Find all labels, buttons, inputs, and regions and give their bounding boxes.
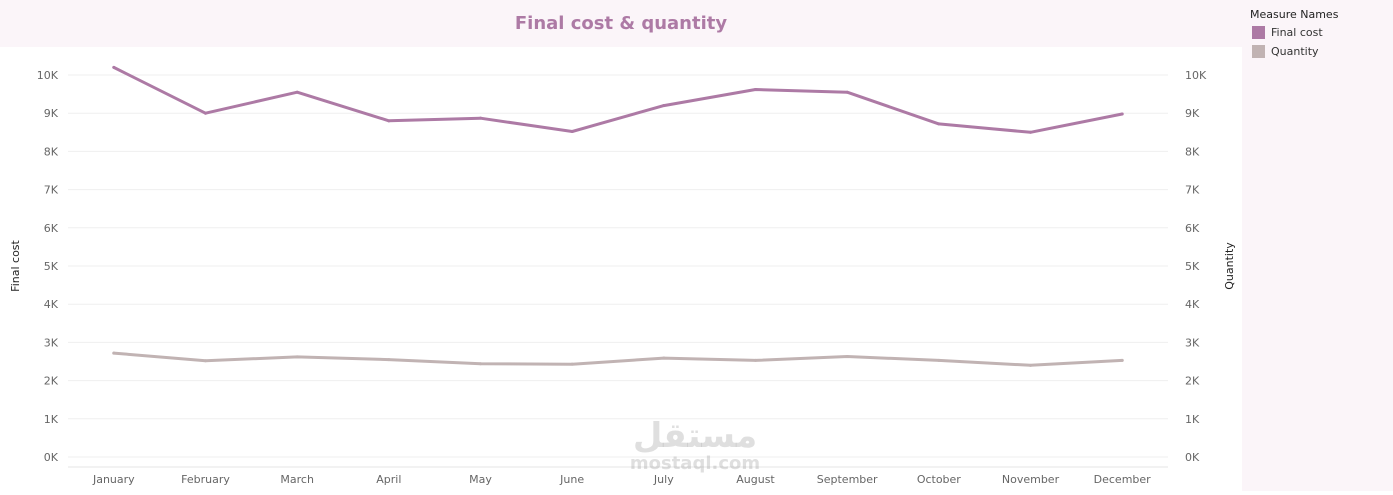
y-axis-title-left: Final cost	[9, 239, 22, 291]
data-point-quantity	[845, 355, 849, 359]
x-tick-label: August	[736, 473, 775, 486]
y-tick-label-right: 9K	[1185, 107, 1200, 120]
chart-area: 0K 0K 1K 1K 2K 2K 3K 3K 4K 4K 5K 5K 6K 6K 7K 7K 8K 8K 9K 9K…	[0, 47, 1242, 491]
series-line-quantity	[112, 351, 1124, 367]
legend-label-final-cost: Final cost	[1271, 26, 1323, 39]
y-tick-label-right: 6K	[1185, 222, 1200, 235]
y-tick-label-left: 0K	[44, 451, 59, 464]
data-point-final-cost	[204, 111, 207, 115]
data-point-quantity	[1120, 358, 1124, 362]
x-tick-label: December	[1094, 473, 1152, 486]
data-point-quantity	[479, 362, 482, 366]
x-tick-label: April	[376, 473, 401, 486]
y-tick-label-right: 5K	[1185, 260, 1200, 273]
y-tick-label-right: 4K	[1185, 298, 1200, 311]
data-point-final-cost	[1120, 112, 1124, 116]
y-tick-label-left: 2K	[44, 375, 59, 388]
y-tick-label-left: 7K	[44, 184, 59, 197]
y-tick-label-right: 10K	[1185, 69, 1207, 82]
legend-item-final-cost[interactable]: Final cost	[1252, 26, 1323, 39]
y-tick-label-right: 1K	[1185, 413, 1200, 426]
y-tick-label-right: 7K	[1185, 184, 1200, 197]
y-tick-label-left: 10K	[37, 69, 59, 82]
data-point-quantity	[754, 358, 757, 362]
legend-swatch-final-cost	[1252, 26, 1265, 39]
data-point-quantity	[112, 351, 116, 355]
data-point-final-cost	[479, 116, 482, 120]
legend-item-quantity[interactable]: Quantity	[1252, 45, 1319, 58]
data-point-final-cost	[295, 90, 299, 94]
y-axis-title-right: Quantity	[1223, 242, 1236, 290]
data-point-quantity	[295, 355, 299, 359]
title-bar: Final cost & quantity	[0, 0, 1242, 47]
y-tick-label-left: 8K	[44, 145, 59, 158]
data-point-final-cost	[937, 122, 941, 126]
legend-label-quantity: Quantity	[1271, 45, 1319, 58]
data-point-final-cost	[1029, 130, 1032, 134]
y-tick-label-right: 3K	[1185, 336, 1200, 349]
x-tick-label: February	[181, 473, 230, 486]
x-tick-label: July	[653, 473, 674, 486]
data-point-quantity	[662, 356, 666, 360]
y-tick-label-left: 3K	[44, 336, 59, 349]
data-point-quantity	[937, 358, 941, 362]
x-tick-label: October	[917, 473, 961, 486]
y-tick-label-left: 4K	[44, 298, 59, 311]
data-point-final-cost	[570, 130, 574, 134]
x-tick-label: June	[559, 473, 584, 486]
y-tick-label-left: 5K	[44, 260, 59, 273]
data-point-quantity	[1029, 363, 1032, 367]
data-point-quantity	[570, 362, 574, 366]
data-point-final-cost	[754, 88, 757, 92]
legend-title: Measure Names	[1250, 8, 1339, 21]
y-tick-label-left: 9K	[44, 107, 59, 120]
data-point-quantity	[204, 359, 207, 363]
legend-swatch-quantity	[1252, 45, 1265, 58]
y-tick-label-right: 8K	[1185, 145, 1200, 158]
line-chart: 0K 0K 1K 1K 2K 2K 3K 3K 4K 4K 5K 5K 6K 6K 7K 7K 8K 8K 9K 9K…	[9, 65, 1236, 486]
y-tick-label-left: 1K	[44, 413, 59, 426]
y-tick-label-left: 6K	[44, 222, 59, 235]
x-tick-label: January	[92, 473, 135, 486]
x-tick-label: May	[469, 473, 492, 486]
chart-title: Final cost & quantity	[514, 13, 728, 34]
x-tick-label: September	[817, 473, 878, 486]
data-point-final-cost	[845, 90, 849, 94]
data-point-final-cost	[662, 104, 666, 108]
data-point-quantity	[387, 358, 391, 362]
data-point-final-cost	[112, 65, 116, 69]
legend-panel: Measure Names Final cost Quantity	[1242, 0, 1393, 491]
x-tick-label: March	[280, 473, 314, 486]
data-point-final-cost	[387, 119, 391, 123]
series-line-final-cost	[112, 65, 1124, 134]
x-tick-label: November	[1002, 473, 1060, 486]
y-tick-label-right: 2K	[1185, 375, 1200, 388]
y-tick-label-right: 0K	[1185, 451, 1200, 464]
